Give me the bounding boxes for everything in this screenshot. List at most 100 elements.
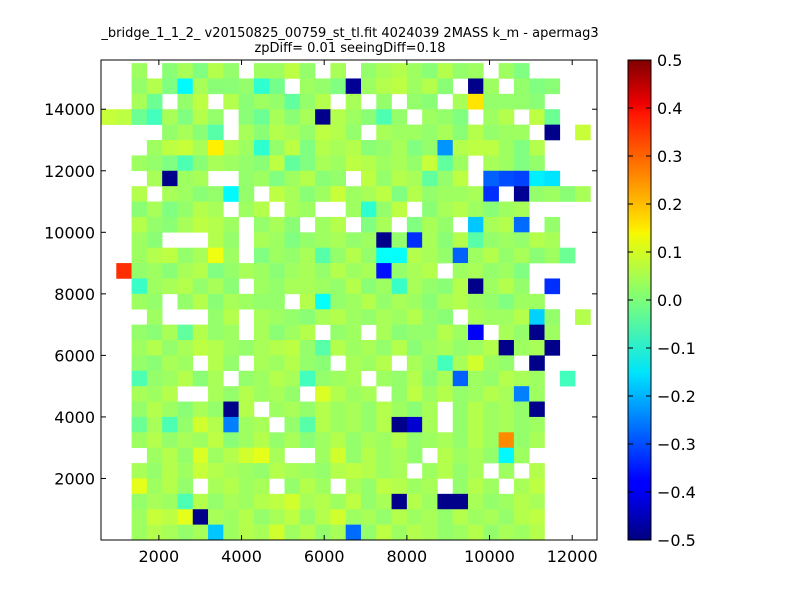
heatmap-cell xyxy=(529,432,545,448)
heatmap-cell xyxy=(284,124,301,141)
heatmap-cell xyxy=(269,93,285,110)
heatmap-cell xyxy=(315,293,331,310)
heatmap-cell xyxy=(391,278,408,295)
heatmap-cell xyxy=(452,463,469,479)
heatmap-cell xyxy=(529,386,545,402)
heatmap-cell xyxy=(422,340,438,356)
heatmap-cell xyxy=(146,278,163,295)
heatmap-cell xyxy=(559,186,576,202)
heatmap-cell xyxy=(483,278,499,295)
heatmap-cell xyxy=(406,401,423,418)
heatmap-cell xyxy=(391,140,408,156)
heatmap-cell xyxy=(391,247,408,264)
heatmap-cell xyxy=(177,93,194,110)
heatmap-cell xyxy=(284,432,301,448)
heatmap-cell xyxy=(238,186,255,202)
heatmap-cell xyxy=(360,109,377,125)
heatmap-cell xyxy=(391,109,408,125)
heatmap-cell xyxy=(192,155,209,172)
heatmap-cell xyxy=(498,293,515,310)
heatmap-cell xyxy=(483,109,499,125)
heatmap-cell xyxy=(529,309,545,325)
heatmap-cell xyxy=(253,386,270,402)
heatmap-cell xyxy=(299,463,316,479)
heatmap-cell xyxy=(315,478,331,495)
heatmap-cell xyxy=(452,524,469,540)
heatmap-cell xyxy=(101,109,117,125)
heatmap-cell xyxy=(177,293,194,310)
heatmap-cell xyxy=(284,493,301,510)
heatmap-cell xyxy=(422,124,438,141)
heatmap-cell xyxy=(376,263,392,279)
heatmap-cell xyxy=(422,401,438,418)
heatmap-cell xyxy=(177,216,194,233)
heatmap-cell xyxy=(422,201,438,218)
heatmap-cell xyxy=(422,309,438,325)
heatmap-cell xyxy=(422,232,438,248)
heatmap-cell xyxy=(146,232,163,248)
heatmap-cell xyxy=(376,293,392,310)
heatmap-cell xyxy=(192,463,209,479)
heatmap-cell xyxy=(406,355,423,372)
heatmap-cell xyxy=(406,186,423,202)
heatmap-cells xyxy=(101,63,591,540)
heatmap-cell xyxy=(315,370,331,387)
heatmap-cell xyxy=(223,232,239,248)
heatmap-cell xyxy=(468,216,484,233)
heatmap-cell xyxy=(315,386,331,402)
heatmap-cell xyxy=(529,186,545,202)
heatmap-cell xyxy=(483,201,499,218)
heatmap-cell xyxy=(391,401,408,418)
heatmap-cell xyxy=(330,263,346,279)
heatmap-cell xyxy=(422,509,438,525)
heatmap-cell xyxy=(146,293,163,310)
heatmap-cell xyxy=(299,293,316,310)
heatmap-cell xyxy=(376,370,392,387)
heatmap-cell xyxy=(376,355,392,372)
heatmap-cell xyxy=(315,416,331,433)
heatmap-cell xyxy=(483,386,499,402)
heatmap-cell xyxy=(422,386,438,402)
heatmap-cell xyxy=(391,524,408,540)
heatmap-cell xyxy=(253,140,270,156)
heatmap-cell xyxy=(437,524,454,540)
heatmap-cell xyxy=(192,78,209,95)
heatmap-cell xyxy=(437,109,454,125)
plot-frame xyxy=(100,59,598,541)
heatmap-cell xyxy=(498,463,515,479)
heatmap-cell xyxy=(330,370,346,387)
heatmap-cell xyxy=(345,355,362,372)
heatmap-cell xyxy=(498,263,515,279)
y-tick-label: 10000 xyxy=(44,223,95,242)
heatmap-cell xyxy=(177,324,194,341)
heatmap-cell xyxy=(299,340,316,356)
heatmap-cell xyxy=(131,155,148,172)
heatmap-cell xyxy=(468,324,484,341)
heatmap-cell xyxy=(223,386,239,402)
heatmap-cell xyxy=(406,386,423,402)
heatmap-cell xyxy=(208,63,224,79)
heatmap-cell xyxy=(299,140,316,156)
colorbar-tick-label: −0.3 xyxy=(657,435,696,454)
heatmap-cell xyxy=(315,524,331,540)
y-tick-label: 12000 xyxy=(44,162,95,181)
heatmap-cell xyxy=(483,247,499,264)
heatmap-cell xyxy=(345,416,362,433)
heatmap-cell xyxy=(330,309,346,325)
heatmap-cell xyxy=(238,170,255,187)
heatmap-cell xyxy=(513,370,530,387)
heatmap-cell xyxy=(452,93,469,110)
heatmap-cell xyxy=(422,78,438,95)
axis-ticks: 2000 4000 6000 8000 10000 12000 2000 4000 6000 80… xyxy=(44,60,598,566)
heatmap-cell xyxy=(468,263,484,279)
heatmap-cell xyxy=(452,401,469,418)
heatmap-cell xyxy=(529,324,545,341)
heatmap-cell xyxy=(208,432,224,448)
heatmap-cell xyxy=(483,170,499,187)
heatmap-cell xyxy=(437,201,454,218)
heatmap-cell xyxy=(544,340,561,356)
heatmap-cell xyxy=(284,216,301,233)
heatmap-cell xyxy=(513,524,530,540)
heatmap-cell xyxy=(437,370,454,387)
heatmap-cell xyxy=(544,324,561,341)
